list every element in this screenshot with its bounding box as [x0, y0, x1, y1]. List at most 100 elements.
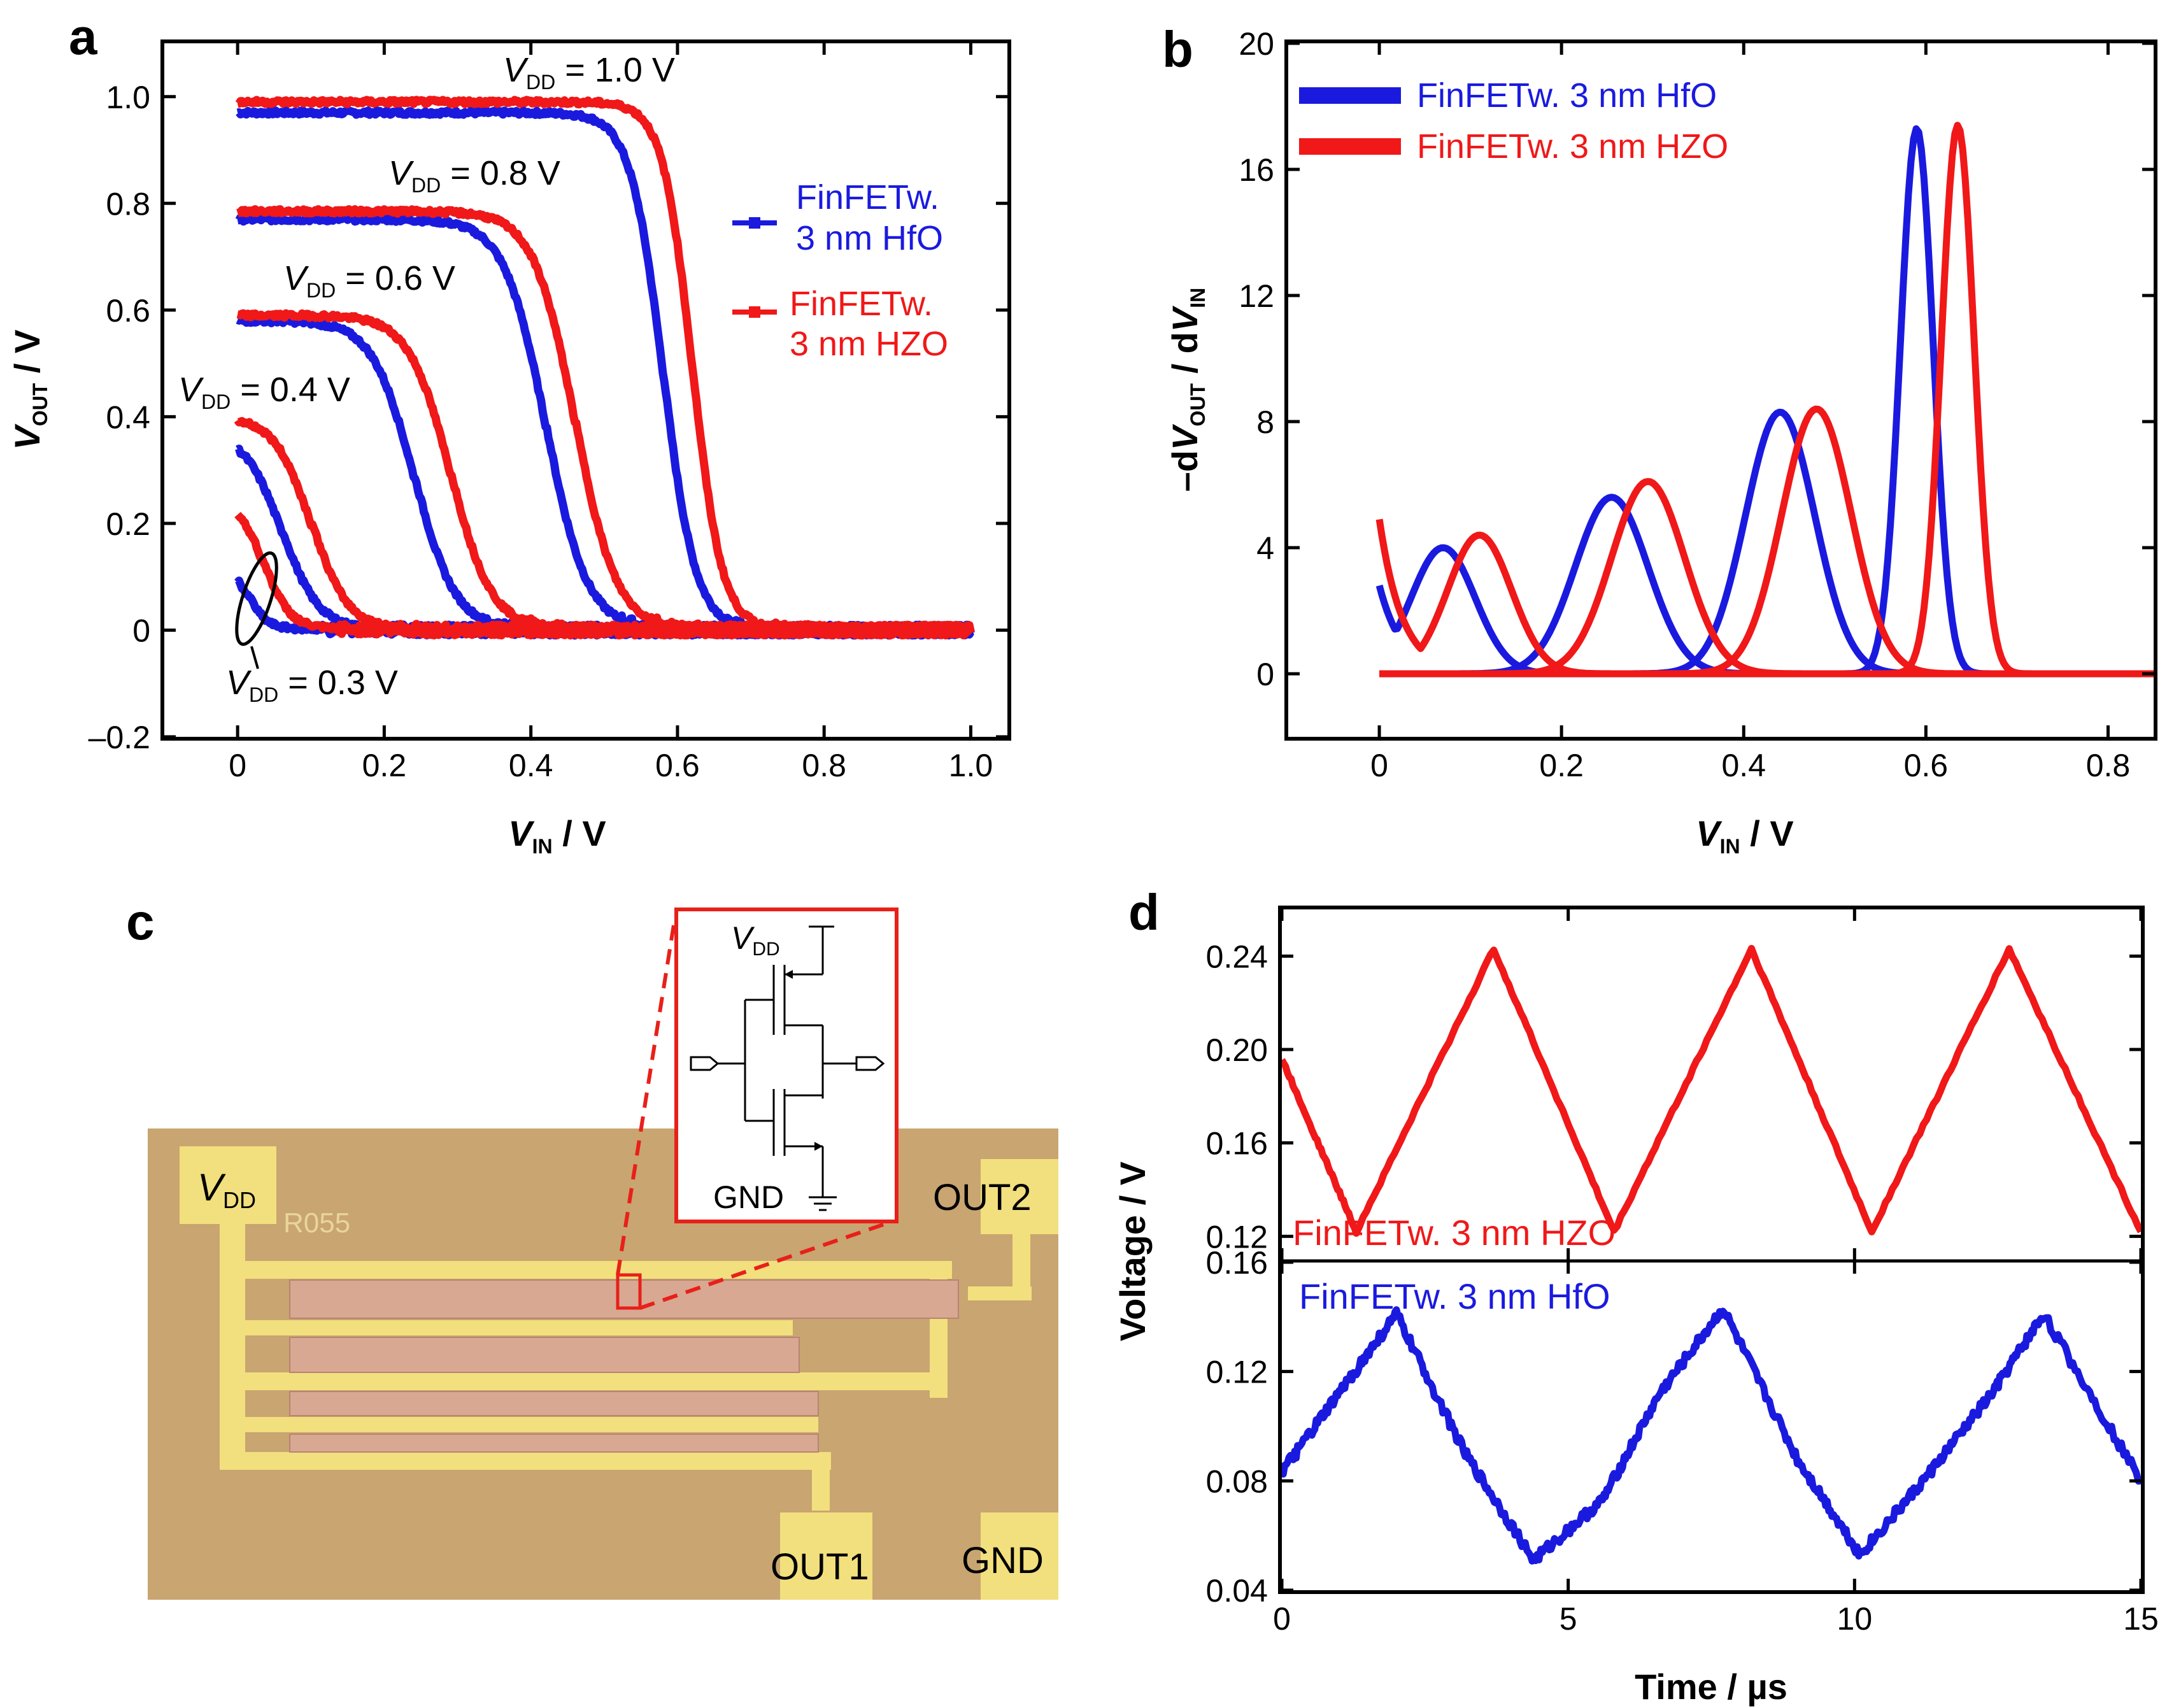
chip-id-label: R055 — [283, 1207, 350, 1239]
zoom-region-box — [616, 1273, 642, 1310]
waveform-hzo — [1279, 944, 2144, 1237]
waveform-hfo — [1279, 1306, 2142, 1565]
pad-gnd — [981, 1512, 1058, 1600]
vdd-0-3-ellipse — [235, 551, 278, 646]
panel-d-bottom-label: FinFETw. 3 nm HfO — [1299, 1276, 1610, 1316]
legend-hfo-marker — [749, 217, 760, 229]
x-tick-label: 0.6 — [1904, 748, 1949, 783]
panel-b-axes: 0 0.2 0.4 0.6 0.8 0 4 8 12 16 20 — [1239, 26, 2154, 783]
panel-a-frame — [160, 39, 1011, 741]
panel-d-frame — [1278, 906, 2145, 1594]
legend-hzo-line1: FinFETw. — [790, 285, 933, 323]
y-tick-label: 0.08 — [1206, 1463, 1268, 1499]
x-tick-label: 0.2 — [1539, 748, 1584, 783]
y-tick-label: 0.16 — [1206, 1245, 1268, 1281]
panel-a: a 0 0.2 0.4 0.6 0.8 1.0 –0.2 0 0.2 0.4 0.6 0.8 1.0 V… — [7, 8, 1011, 858]
panel-a-letter: a — [69, 8, 97, 65]
panel-d-axes: 0.120.160.200.240 5 10 150.040.080.120.16 — [1206, 909, 2159, 1637]
pad-out2 — [981, 1159, 1058, 1234]
legend-hfo-line2: 3 nm HfO — [796, 219, 943, 257]
y-tick-label: 0 — [132, 613, 150, 648]
panel-b-letter: b — [1162, 21, 1193, 78]
vdd-label-0-6: VDD = 0.6 V — [283, 259, 455, 302]
chip-micrograph: VDD R055 OUT2 OUT1 GND — [148, 916, 1058, 1600]
panel-b-curves — [1375, 122, 2155, 678]
y-tick-label: –0.2 — [89, 720, 150, 755]
y-tick-label: 0.12 — [1206, 1219, 1268, 1255]
pad-vdd — [180, 1146, 276, 1224]
vtc-hzo-0.3 — [234, 511, 974, 640]
zoom-line-left — [616, 916, 677, 1276]
vdd-label-0-8: VDD = 0.8 V — [388, 154, 560, 197]
y-tick-label: 0.8 — [106, 186, 150, 222]
y-tick-label: 4 — [1256, 530, 1274, 566]
y-tick-label: 0 — [1256, 657, 1274, 692]
pad-out2-label: OUT2 — [933, 1177, 1032, 1218]
legend-hfo-line1: FinFETw. — [796, 178, 939, 217]
legend-hzo-marker — [749, 306, 760, 318]
legend-b-hzo-label: FinFETw. 3 nm HZO — [1417, 127, 1728, 166]
y-tick-label: 0.6 — [106, 293, 150, 329]
panel-b-xlabel: VIN / V — [1696, 813, 1793, 858]
inset-vdd-label: VDD — [731, 920, 780, 960]
y-tick-label: 1.0 — [106, 80, 150, 115]
x-tick-label: 10 — [1837, 1601, 1873, 1637]
panel-d-letter: d — [1128, 884, 1160, 941]
x-tick-label: 0 — [1273, 1601, 1291, 1637]
gain-hzo-peak-0 — [1375, 518, 2155, 678]
legend-hzo-line2: 3 nm HZO — [790, 325, 948, 363]
y-tick-label: 20 — [1239, 26, 1274, 62]
panel-a-legend: FinFETw. 3 nm HfO FinFETw. 3 nm HZO — [732, 178, 948, 363]
panel-d-xlabel: Time / µs — [1635, 1667, 1787, 1707]
vdd-0-3-pointer — [250, 646, 259, 669]
legend-b-hfo-label: FinFETw. 3 nm HfO — [1417, 76, 1717, 115]
x-tick-label: 15 — [2123, 1601, 2159, 1637]
y-tick-label: 12 — [1239, 278, 1274, 314]
chip-pads — [180, 1146, 1058, 1600]
nmos-arrow — [814, 1142, 823, 1151]
panel-b: b 0 0.2 0.4 0.6 0.8 0 4 8 12 16 20 FinFETw. 3 nm H… — [1162, 21, 2157, 858]
x-tick-label: 0 — [229, 748, 246, 783]
pmos-arrow — [785, 970, 793, 979]
x-tick-label: 0.8 — [2086, 748, 2131, 783]
panel-b-legend: FinFETw. 3 nm HfO FinFETw. 3 nm HZO — [1299, 76, 1728, 166]
panel-b-ylabel: –dVOUT / dVIN — [1165, 288, 1209, 492]
x-tick-label: 0.6 — [655, 748, 700, 783]
y-tick-label: 16 — [1239, 152, 1274, 188]
x-tick-label: 1.0 — [949, 748, 993, 783]
inset-gnd-label: GND — [713, 1179, 784, 1215]
panel-d-curves — [1279, 944, 2144, 1565]
panel-d-top-label: FinFETw. 3 nm HZO — [1293, 1213, 1616, 1253]
inverter-schematic-inset: VDD GND — [674, 907, 899, 1223]
panel-c-letter: c — [126, 893, 155, 950]
panel-a-curves — [234, 96, 975, 640]
panel-d: d 0.120.160.200.240 5 10 150.040.080.120.16… — [1112, 884, 2159, 1707]
x-tick-label: 0.2 — [362, 748, 407, 783]
gain-hzo-peak-3 — [1378, 122, 2155, 678]
vtc-hfo-0.6 — [234, 315, 974, 640]
transistor-array — [289, 1279, 959, 1453]
vdd-label-1-0: VDD = 1.0 V — [503, 51, 675, 94]
panel-c: c — [126, 893, 1058, 1600]
pad-vdd-label: VDD — [197, 1166, 256, 1213]
panel-a-ylabel: VOUT / V — [7, 330, 52, 450]
y-tick-label: 0.12 — [1206, 1355, 1268, 1390]
y-tick-label: 0.24 — [1206, 939, 1268, 974]
panel-a-xlabel: VIN / V — [508, 813, 606, 858]
pad-gnd-label: GND — [962, 1540, 1044, 1581]
zoom-line-right — [639, 1218, 899, 1310]
panel-a-axes: 0 0.2 0.4 0.6 0.8 1.0 –0.2 0 0.2 0.4 0.6 0.8 1.0 — [89, 43, 1007, 783]
pad-out1 — [780, 1512, 872, 1600]
x-tick-label: 0.8 — [802, 748, 846, 783]
vdd-label-0-4: VDD = 0.4 V — [178, 371, 350, 413]
panel-b-frame — [1284, 39, 2157, 741]
pad-out1-label: OUT1 — [771, 1546, 869, 1588]
y-tick-label: 0.20 — [1206, 1032, 1268, 1068]
x-tick-label: 0 — [1370, 748, 1388, 783]
panel-d-ylabel: Voltage / V — [1112, 1162, 1153, 1341]
x-tick-label: 5 — [1560, 1601, 1577, 1637]
inset-frame — [674, 907, 899, 1223]
y-tick-label: 8 — [1256, 404, 1274, 440]
x-tick-label: 0.4 — [509, 748, 553, 783]
